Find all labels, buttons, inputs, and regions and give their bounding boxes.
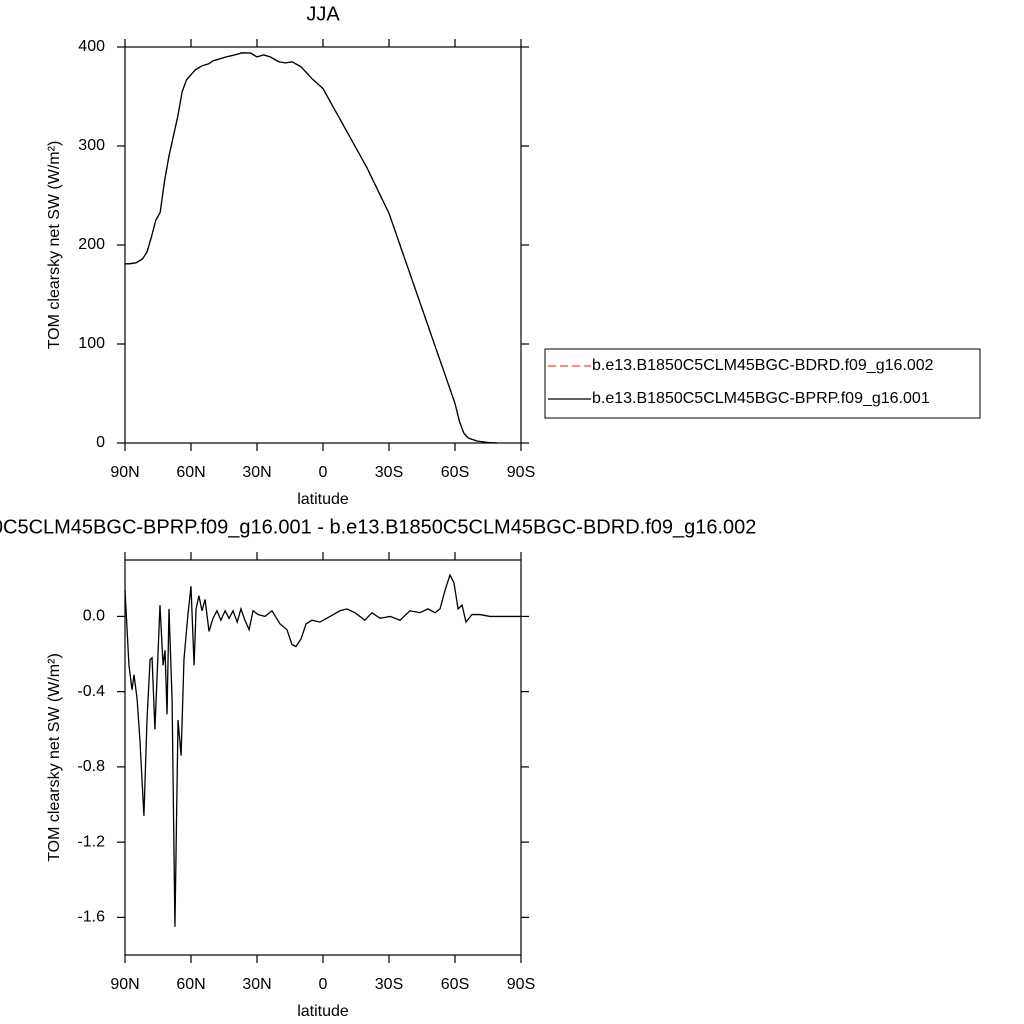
- y-tick-label: -1.6: [77, 909, 105, 926]
- x-tick-label: 30S: [375, 464, 403, 481]
- y-axis-label: TOM clearsky net SW (W/m²): [46, 141, 63, 350]
- chart-title: JJA: [306, 3, 340, 25]
- x-tick-label: 0: [319, 464, 328, 481]
- x-tick-label: 30N: [242, 464, 271, 481]
- y-tick-label: 0: [96, 434, 105, 451]
- y-tick-label: 100: [78, 335, 105, 352]
- x-tick-label: 90N: [110, 976, 139, 993]
- x-tick-label: 60N: [176, 464, 205, 481]
- legend: b.e13.B1850C5CLM45BGC-BDRD.f09_g16.002 b.…: [544, 348, 981, 419]
- y-tick-label: 200: [78, 236, 105, 253]
- y-tick-label: -0.8: [77, 758, 105, 775]
- x-tick-label: 30S: [375, 976, 403, 993]
- y-axis-label: TOM clearsky net SW (W/m²): [46, 653, 63, 862]
- plot-frame: [124, 559, 522, 956]
- y-tick-label: -0.4: [77, 683, 105, 700]
- x-tick-label: 90N: [110, 464, 139, 481]
- chart-title: b.e13.B1850C5CLM45BGC-BPRP.f09_g16.001 -…: [0, 516, 756, 538]
- x-tick-label: 60S: [441, 464, 469, 481]
- y-tick-label: 300: [78, 137, 105, 154]
- x-tick-label: 60S: [441, 976, 469, 993]
- y-tick-label: -1.2: [77, 833, 105, 850]
- legend-label: b.e13.B1850C5CLM45BGC-BDRD.f09_g16.002: [592, 357, 934, 374]
- x-tick-label: 90S: [507, 464, 535, 481]
- plot-frame: [124, 46, 522, 444]
- data-line: [124, 573, 521, 927]
- x-tick-label: 60N: [176, 976, 205, 993]
- y-tick-label: 400: [78, 38, 105, 55]
- legend-label: b.e13.B1850C5CLM45BGC-BPRP.f09_g16.001: [592, 390, 930, 407]
- x-tick-label: 0: [319, 976, 328, 993]
- x-axis-label: latitude: [297, 491, 349, 508]
- legend-frame: [544, 348, 981, 419]
- data-line: [125, 52, 497, 444]
- x-axis-label: latitude: [297, 1003, 349, 1020]
- data-line: [125, 52, 497, 444]
- y-tick-label: 0.0: [83, 608, 105, 625]
- x-tick-label: 30N: [242, 976, 271, 993]
- x-tick-label: 90S: [507, 976, 535, 993]
